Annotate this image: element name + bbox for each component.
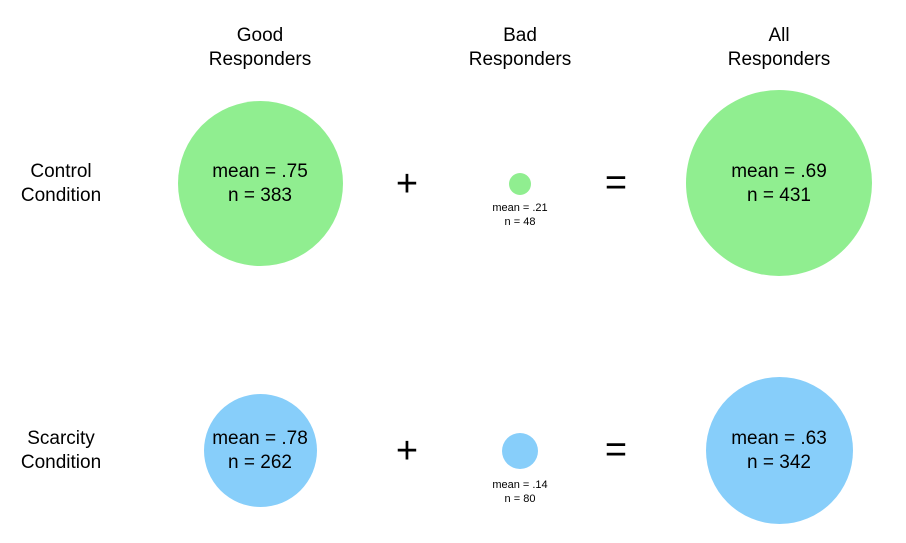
mean-text: mean = .69	[731, 161, 827, 182]
column-header-line: Responders	[468, 49, 572, 70]
scarcity-bad-label: mean = .14 n = 80	[470, 478, 570, 506]
scarcity-bad-circle	[502, 433, 538, 469]
column-header-line: Good	[236, 25, 284, 46]
plus-sign: +	[395, 163, 419, 205]
row-header-line: Control	[30, 161, 92, 182]
equals-sign: =	[604, 429, 628, 471]
n-text: n = 80	[504, 493, 536, 505]
n-text: n = 342	[747, 452, 811, 473]
row-header-scarcity: Scarcity Condition	[0, 427, 126, 475]
mean-text: mean = .78	[212, 428, 308, 449]
column-header-good: Good Responders	[180, 24, 340, 72]
n-text: n = 262	[228, 452, 292, 473]
column-header-line: All	[768, 25, 790, 46]
row-header-line: Condition	[20, 185, 102, 206]
control-good-label: mean = .75 n = 383	[170, 160, 350, 208]
column-header-line: Responders	[208, 49, 312, 70]
n-text: n = 383	[228, 185, 292, 206]
n-text: n = 48	[504, 216, 536, 228]
scarcity-all-circle	[706, 377, 853, 524]
scarcity-good-circle	[204, 394, 317, 507]
n-text: n = 431	[747, 185, 811, 206]
plus-sign: +	[395, 430, 419, 472]
equals-sign: =	[604, 162, 628, 204]
mean-text: mean = .63	[731, 428, 827, 449]
control-bad-circle	[509, 173, 531, 195]
scarcity-all-label: mean = .63 n = 342	[689, 427, 869, 475]
row-header-line: Condition	[20, 452, 102, 473]
control-all-circle	[686, 90, 872, 276]
mean-text: mean = .14	[492, 479, 548, 491]
column-header-all: All Responders	[699, 24, 859, 72]
mean-text: mean = .75	[212, 161, 308, 182]
control-all-label: mean = .69 n = 431	[689, 160, 869, 208]
control-bad-label: mean = .21 n = 48	[470, 201, 570, 229]
row-header-control: Control Condition	[0, 160, 126, 208]
column-header-line: Responders	[727, 49, 831, 70]
column-header-bad: Bad Responders	[440, 24, 600, 72]
column-header-line: Bad	[503, 25, 537, 46]
mean-text: mean = .21	[492, 202, 548, 214]
row-header-line: Scarcity	[27, 428, 95, 449]
control-good-circle	[178, 101, 343, 266]
scarcity-good-label: mean = .78 n = 262	[170, 427, 350, 475]
